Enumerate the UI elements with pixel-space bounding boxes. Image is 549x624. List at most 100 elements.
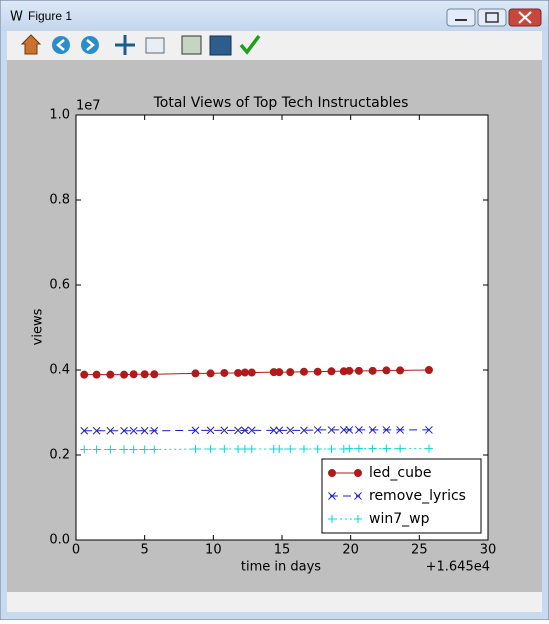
marker	[354, 366, 363, 375]
marker	[247, 368, 256, 377]
marker	[286, 426, 295, 435]
marker	[327, 367, 336, 376]
back-glyph	[56, 39, 65, 51]
window-buttons	[446, 8, 542, 27]
marker	[240, 368, 249, 377]
back-button[interactable]	[52, 36, 70, 54]
marker	[220, 426, 229, 435]
marker	[368, 444, 377, 453]
marker	[140, 445, 149, 454]
zoom-button[interactable]	[181, 35, 202, 55]
y-tick-label: 0.6	[49, 278, 70, 293]
marker	[120, 445, 129, 454]
subplots-button[interactable]	[145, 37, 165, 54]
y-tick-label: 0.4	[49, 363, 70, 378]
legend-marker	[328, 515, 336, 523]
marker	[345, 444, 354, 453]
marker	[92, 370, 101, 379]
legend-label: win7_wp	[369, 511, 430, 527]
save-button[interactable]	[209, 35, 232, 56]
marker	[80, 426, 89, 435]
marker	[129, 426, 138, 435]
x-tick-label: 15	[274, 543, 291, 558]
legend-marker	[328, 492, 336, 500]
legend-label: led_cube	[369, 465, 431, 481]
marker	[191, 426, 200, 435]
marker	[120, 370, 129, 379]
marker	[191, 445, 200, 454]
marker	[92, 445, 101, 454]
marker	[345, 426, 354, 434]
marker	[150, 370, 159, 379]
status-bar	[7, 592, 542, 612]
marker	[382, 444, 391, 453]
legend-marker	[354, 492, 362, 500]
marker	[220, 368, 229, 377]
marker	[247, 426, 256, 435]
marker	[234, 445, 243, 454]
marker	[327, 445, 336, 454]
y-axis-label: views	[31, 308, 46, 345]
marker	[150, 426, 159, 435]
marker	[299, 367, 308, 376]
marker	[327, 426, 336, 434]
marker	[313, 445, 322, 454]
marker	[299, 445, 308, 454]
app-icon: W	[10, 10, 23, 25]
marker	[396, 426, 404, 434]
x-offset-label: +1.645e4	[426, 560, 490, 575]
legend-marker	[354, 515, 362, 523]
marker	[150, 445, 159, 454]
close-glyph	[518, 11, 532, 24]
marker	[286, 445, 295, 454]
x-tick-label: 30	[480, 543, 497, 558]
forward-button[interactable]	[81, 36, 99, 54]
marker	[234, 426, 242, 435]
y-offset-label: 1e7	[76, 99, 101, 114]
marker	[140, 370, 149, 379]
marker	[275, 368, 284, 377]
marker	[120, 426, 128, 435]
marker	[275, 445, 284, 454]
marker	[286, 368, 295, 377]
marker	[129, 445, 138, 454]
marker	[339, 426, 348, 434]
x-tick-label: 10	[205, 543, 222, 558]
y-tick-label: 0.8	[49, 193, 70, 208]
marker	[241, 426, 249, 435]
marker	[382, 426, 391, 434]
plot-border	[75, 114, 489, 541]
x-tick-label: 0	[72, 543, 80, 558]
marker	[240, 445, 249, 454]
marker	[313, 426, 322, 434]
series-line	[84, 429, 429, 432]
legend-label: remove_lyrics	[369, 488, 466, 504]
check-button[interactable]	[239, 34, 261, 55]
marker	[92, 426, 101, 435]
marker	[396, 366, 405, 375]
marker	[220, 445, 229, 454]
marker	[234, 368, 243, 377]
minimize-button[interactable]	[446, 8, 476, 27]
marker	[368, 366, 377, 375]
marker	[106, 370, 115, 379]
legend-marker	[328, 469, 336, 477]
marker	[80, 445, 89, 454]
marker	[355, 426, 363, 434]
home-button[interactable]	[20, 34, 42, 55]
toolbar-icons	[20, 34, 261, 56]
marker	[382, 366, 391, 375]
marker	[247, 445, 256, 454]
x-tick-label: 25	[411, 543, 428, 558]
maximize-button[interactable]	[477, 8, 507, 27]
window-title: Figure 1	[28, 9, 72, 23]
marker	[300, 426, 308, 435]
marker	[140, 426, 149, 435]
marker	[424, 444, 433, 453]
y-tick-label: 1.0	[49, 108, 70, 123]
pan-button[interactable]	[115, 35, 135, 55]
forward-glyph	[86, 39, 95, 51]
y-tick-label: 0.0	[49, 533, 70, 548]
x-tick-label: 5	[141, 543, 149, 558]
